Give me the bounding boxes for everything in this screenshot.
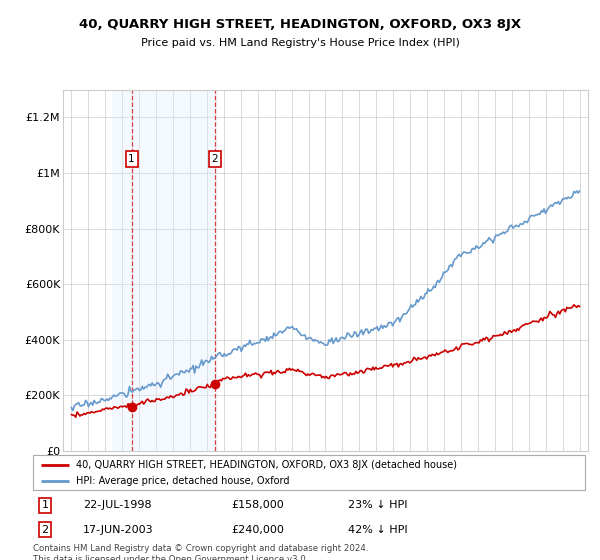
Text: Contains HM Land Registry data © Crown copyright and database right 2024.
This d: Contains HM Land Registry data © Crown c… [33, 544, 368, 560]
Text: 22-JUL-1998: 22-JUL-1998 [83, 500, 151, 510]
Text: 1: 1 [128, 154, 135, 164]
Text: 17-JUN-2003: 17-JUN-2003 [83, 525, 154, 535]
Text: Price paid vs. HM Land Registry's House Price Index (HPI): Price paid vs. HM Land Registry's House … [140, 38, 460, 48]
Text: 2: 2 [41, 525, 49, 535]
Text: £158,000: £158,000 [232, 500, 284, 510]
FancyBboxPatch shape [33, 455, 585, 490]
Bar [112, 90, 218, 451]
Text: HPI: Average price, detached house, Oxford: HPI: Average price, detached house, Oxfo… [76, 477, 290, 486]
Text: 40, QUARRY HIGH STREET, HEADINGTON, OXFORD, OX3 8JX (detached house): 40, QUARRY HIGH STREET, HEADINGTON, OXFO… [76, 460, 457, 470]
Text: 1: 1 [41, 500, 49, 510]
Text: 2: 2 [211, 154, 218, 164]
Text: 23% ↓ HPI: 23% ↓ HPI [347, 500, 407, 510]
Text: 40, QUARRY HIGH STREET, HEADINGTON, OXFORD, OX3 8JX: 40, QUARRY HIGH STREET, HEADINGTON, OXFO… [79, 18, 521, 31]
Text: £240,000: £240,000 [232, 525, 284, 535]
Text: 42% ↓ HPI: 42% ↓ HPI [347, 525, 407, 535]
